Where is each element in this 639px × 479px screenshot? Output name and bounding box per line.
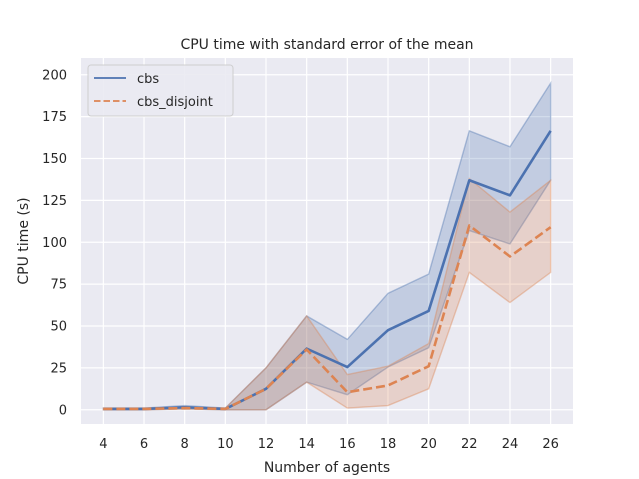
y-tick-label: 25 bbox=[50, 361, 67, 376]
plot-background bbox=[81, 58, 573, 424]
y-tick-label: 100 bbox=[42, 236, 67, 251]
x-tick-label: 14 bbox=[298, 437, 315, 452]
tick-labels: 4 6 8 10 12 14 16 18 20 22 24 26 0 25 50 75 100 125 150 175… bbox=[42, 68, 559, 452]
x-tick-label: 26 bbox=[542, 437, 559, 452]
x-tick-label: 6 bbox=[140, 437, 148, 452]
x-tick-label: 18 bbox=[380, 437, 397, 452]
y-tick-label: 175 bbox=[42, 110, 67, 125]
x-tick-label: 22 bbox=[461, 437, 478, 452]
y-tick-label: 150 bbox=[42, 152, 67, 167]
chart-title: CPU time with standard error of the mean bbox=[180, 37, 473, 53]
y-tick-label: 75 bbox=[50, 278, 67, 293]
legend: cbs cbs_disjoint bbox=[87, 64, 234, 117]
x-tick-label: 10 bbox=[217, 437, 234, 452]
series-lines bbox=[103, 130, 552, 411]
legend-label-cbs: cbs bbox=[137, 72, 159, 87]
y-tick-label: 50 bbox=[50, 320, 67, 335]
y-axis-label: CPU time (s) bbox=[16, 197, 32, 284]
series-line-cbs bbox=[103, 130, 552, 411]
y-tick-label: 125 bbox=[42, 194, 67, 209]
y-tick-label: 0 bbox=[59, 403, 67, 418]
grid bbox=[81, 58, 573, 424]
x-axis-label: Number of agents bbox=[264, 460, 390, 476]
y-tick-label: 200 bbox=[42, 68, 67, 83]
legend-label-cbs-disjoint: cbs_disjoint bbox=[137, 95, 213, 110]
x-tick-label: 12 bbox=[258, 437, 275, 452]
x-tick-label: 24 bbox=[502, 437, 519, 452]
x-tick-label: 20 bbox=[420, 437, 437, 452]
series-line-cbs-disjoint bbox=[103, 224, 552, 411]
x-tick-label: 16 bbox=[339, 437, 356, 452]
x-tick-label: 4 bbox=[99, 437, 107, 452]
x-tick-label: 8 bbox=[181, 437, 189, 452]
